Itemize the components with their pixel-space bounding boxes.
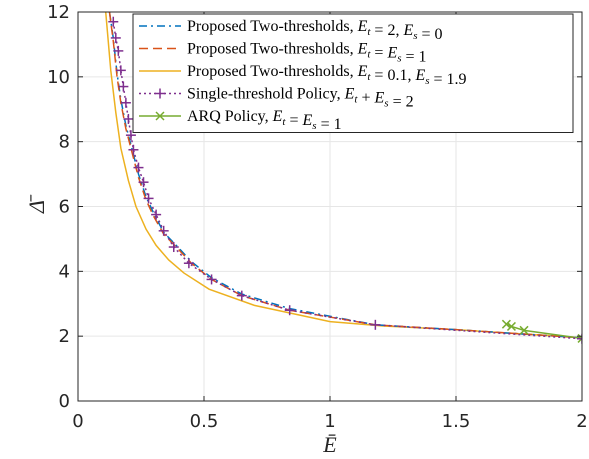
- data-point-plus: [168, 242, 179, 253]
- y-axis-label: Δ̄: [24, 194, 49, 214]
- plot-series: [104, 12, 582, 344]
- y-tick-label: 4: [59, 261, 70, 282]
- legend: Proposed Two-thresholds, Et = 2, Es = 0P…: [132, 13, 574, 133]
- data-point-plus: [236, 290, 247, 301]
- data-point-plus: [115, 65, 126, 76]
- series-5: [501, 319, 582, 343]
- data-point-plus: [155, 88, 165, 99]
- x-tick-label: 0.5: [190, 411, 219, 432]
- data-point-plus: [125, 130, 136, 141]
- y-tick-label: 12: [47, 2, 70, 23]
- data-point-plus: [284, 305, 295, 316]
- data-point-plus: [577, 333, 582, 344]
- data-point-plus: [370, 319, 381, 330]
- data-point-plus: [108, 16, 119, 27]
- legend-label: ARQ Policy, Et = Es = 1: [187, 108, 342, 133]
- legend-box: [132, 13, 574, 133]
- legend-label: Single-threshold Policy, Et + Es = 2: [187, 86, 414, 111]
- x-tick-label: 1: [324, 411, 335, 432]
- y-tick-label: 8: [59, 132, 70, 153]
- y-tick-label: 2: [59, 326, 70, 347]
- data-point-plus: [151, 209, 162, 220]
- data-point-x: [506, 321, 516, 331]
- data-point-x: [501, 319, 511, 329]
- legend-item-5: ARQ Policy, Et = Es = 1: [139, 108, 342, 133]
- x-tick-label: 1.5: [442, 411, 471, 432]
- data-point-plus: [143, 193, 154, 204]
- legend-item-4: Single-threshold Policy, Et + Es = 2: [139, 86, 414, 111]
- data-point-plus: [110, 32, 121, 43]
- data-point-plus: [133, 162, 144, 173]
- legend-item-3: Proposed Two-thresholds, Et = 0.1, Es = …: [139, 63, 467, 88]
- data-point-x: [519, 325, 529, 335]
- data-point-plus: [138, 177, 149, 188]
- y-tick-label: 6: [59, 197, 70, 218]
- data-point-plus: [118, 81, 129, 92]
- x-tick-label: 2: [576, 411, 587, 432]
- series-line: [506, 323, 582, 340]
- x-axis-label: Ē: [322, 432, 337, 457]
- data-point-plus: [128, 144, 139, 155]
- data-point-plus: [120, 97, 131, 108]
- series-4: [108, 16, 582, 344]
- y-tick-label: 10: [47, 67, 70, 88]
- legend-item-2: Proposed Two-thresholds, Et = Es = 1: [139, 41, 427, 66]
- data-point-plus: [123, 113, 134, 124]
- data-point-plus: [113, 45, 124, 56]
- data-point-plus: [183, 258, 194, 269]
- y-tick-label: 0: [59, 391, 70, 412]
- x-tick-label: 0: [72, 411, 83, 432]
- legend-label: Proposed Two-thresholds, Et = Es = 1: [187, 41, 427, 66]
- legend-label: Proposed Two-thresholds, Et = 2, Es = 0: [187, 18, 443, 43]
- data-point-x: [155, 111, 165, 121]
- data-point-plus: [206, 274, 217, 285]
- legend-item-1: Proposed Two-thresholds, Et = 2, Es = 0: [139, 18, 443, 43]
- data-point-plus: [158, 225, 169, 236]
- legend-label: Proposed Two-thresholds, Et = 0.1, Es = …: [187, 63, 467, 88]
- axes: 0 0.5 1 1.5 2 0 2 4 6 8 10 12 Ē Δ̄: [24, 2, 588, 457]
